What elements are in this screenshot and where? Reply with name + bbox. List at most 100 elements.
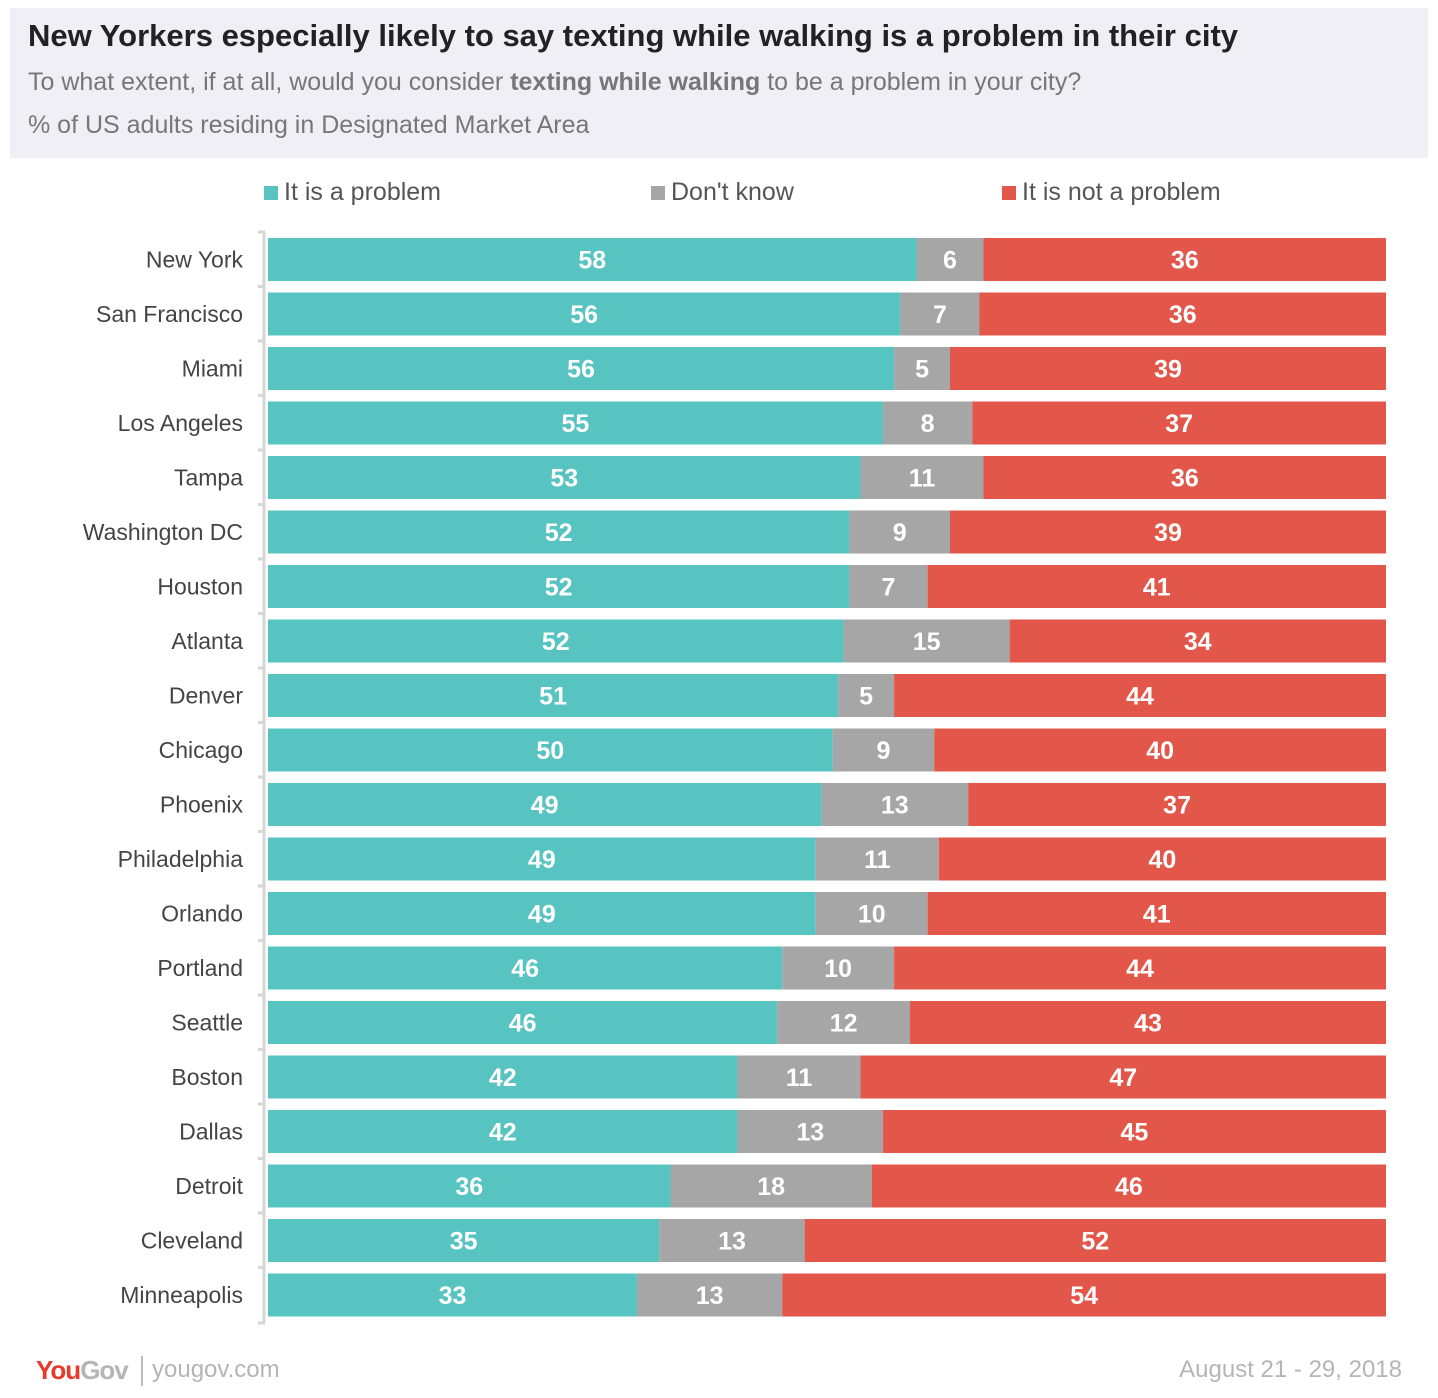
data-label: 36 (1171, 247, 1199, 275)
bar-segment (934, 728, 1386, 772)
bar-segment (268, 565, 850, 608)
category-label: Denver (169, 683, 243, 709)
bar-segment (268, 292, 901, 336)
bar-segment (737, 1110, 883, 1153)
bar-segment (268, 1273, 637, 1317)
category-label: Tampa (174, 465, 243, 491)
bar-segment (983, 238, 1386, 281)
data-label: 34 (1184, 628, 1212, 656)
category-label: Orlando (161, 901, 243, 927)
legend-label: It is a problem (284, 178, 442, 206)
data-label: 49 (528, 846, 556, 874)
data-label: 52 (545, 574, 573, 602)
data-label: 36 (1171, 465, 1199, 493)
data-label: 37 (1165, 410, 1193, 438)
bar-segment (949, 510, 1386, 554)
bar-segment (1009, 619, 1386, 663)
bar-segment (659, 1219, 805, 1262)
data-label: 49 (528, 901, 556, 929)
category-label: Philadelphia (118, 846, 244, 872)
data-label: 9 (893, 519, 907, 547)
legend: It is a problem Don't know It is not a p… (0, 178, 1438, 212)
data-label: 41 (1143, 901, 1171, 929)
bar-segment (849, 565, 928, 608)
data-label: 43 (1134, 1010, 1162, 1038)
bar-segment (268, 728, 833, 772)
bar-segment (860, 1055, 1386, 1099)
bar-segment (268, 619, 844, 663)
bar-segment (927, 892, 1386, 935)
data-label: 52 (542, 628, 570, 656)
bar-segment (815, 892, 928, 935)
bar-segment (268, 510, 850, 554)
data-label: 42 (489, 1119, 517, 1147)
category-label: Boston (171, 1064, 243, 1090)
footer-url[interactable]: yougov.com (152, 1356, 280, 1383)
category-label: Los Angeles (118, 410, 243, 436)
bar-segment (910, 1001, 1386, 1044)
bar-segment (268, 347, 895, 390)
bar-segment (782, 1273, 1386, 1317)
data-label: 36 (1169, 301, 1197, 329)
data-label: 13 (796, 1119, 824, 1147)
bar-segment (268, 401, 883, 445)
data-label: 18 (757, 1173, 785, 1201)
data-label: 54 (1070, 1282, 1098, 1310)
data-label: 11 (864, 846, 891, 874)
data-label: 44 (1126, 955, 1154, 983)
bar-segment (938, 837, 1386, 881)
legend-item-not-problem: It is not a problem (1002, 178, 1221, 207)
data-label: 33 (439, 1282, 467, 1310)
data-label: 46 (1115, 1173, 1143, 1201)
data-label: 46 (511, 955, 539, 983)
data-label: 40 (1148, 846, 1176, 874)
bar-segment (916, 238, 984, 281)
subtitle-bold: texting while walking (510, 68, 761, 96)
bar-segment (832, 728, 935, 772)
bar-segment (900, 292, 980, 336)
data-label: 56 (570, 301, 598, 329)
data-label: 7 (882, 574, 896, 602)
bar-segment (843, 619, 1010, 663)
bar-segment (894, 946, 1386, 990)
data-label: 47 (1109, 1064, 1137, 1092)
footer-divider (141, 1356, 143, 1386)
bar-segment (894, 674, 1386, 717)
data-label: 52 (1081, 1228, 1109, 1256)
data-label: 13 (696, 1282, 724, 1310)
bar-segment (968, 783, 1386, 826)
bar-segment (804, 1219, 1386, 1262)
data-label: 50 (536, 737, 564, 765)
header: New Yorkers especially likely to say tex… (10, 8, 1428, 158)
data-label: 53 (550, 465, 578, 493)
data-label: 35 (450, 1228, 478, 1256)
legend-item-dont-know: Don't know (651, 178, 794, 207)
category-label: New York (146, 247, 244, 273)
data-label: 10 (824, 955, 852, 983)
bar-segment (821, 783, 969, 826)
category-label: Seattle (171, 1010, 243, 1036)
bar-segment (882, 401, 973, 445)
data-label: 58 (578, 247, 606, 275)
bar-segment (268, 674, 839, 717)
bar-segment (838, 674, 895, 717)
bar-segment (815, 837, 939, 881)
bar-segment (268, 1164, 671, 1208)
bar-segment (894, 347, 950, 390)
data-label: 9 (877, 737, 891, 765)
data-label: 45 (1121, 1119, 1149, 1147)
category-label: Portland (157, 955, 243, 981)
category-label: Minneapolis (120, 1282, 243, 1308)
subtitle-text: To what extent, if at all, would you con… (28, 68, 511, 96)
bar-segment (983, 456, 1386, 499)
legend-item-problem: It is a problem (264, 178, 441, 207)
legend-label: It is not a problem (1022, 178, 1221, 206)
data-label: 40 (1146, 737, 1174, 765)
bar-segment (268, 783, 822, 826)
data-label: 44 (1126, 683, 1154, 711)
data-label: 11 (909, 465, 936, 493)
bar-segment (782, 946, 895, 990)
bar-segment (268, 946, 783, 990)
